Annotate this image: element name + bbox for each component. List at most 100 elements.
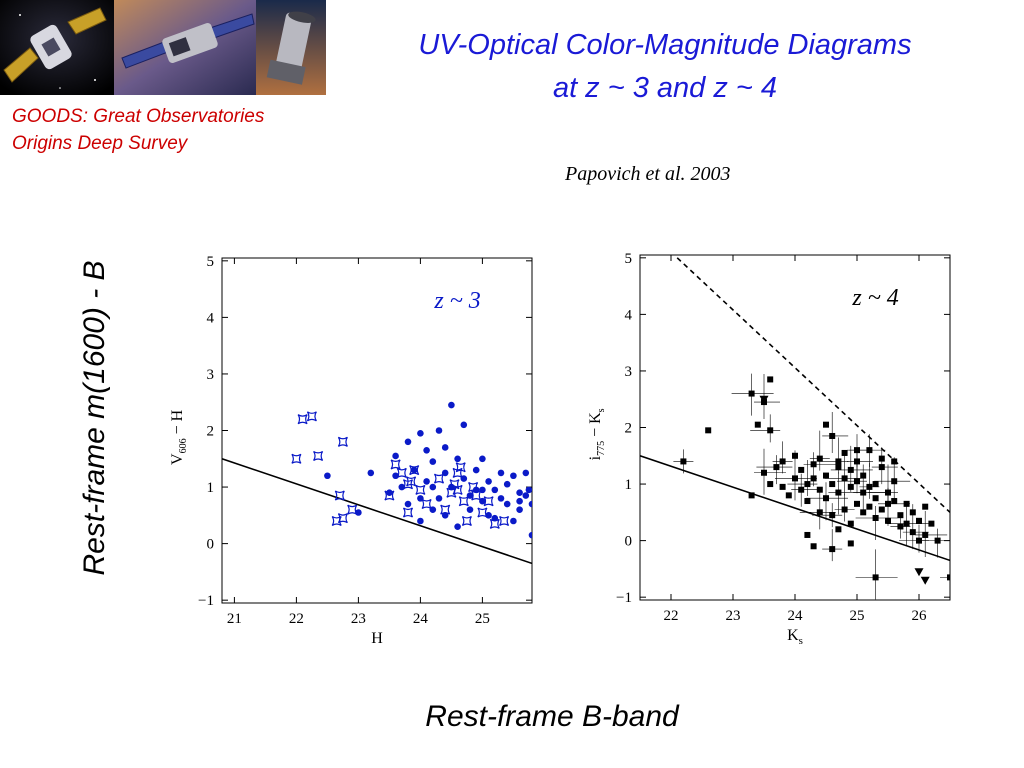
z4-y-tick-label: 0 — [625, 534, 633, 550]
z3-point-star — [409, 465, 420, 476]
z3-point-circle — [491, 486, 499, 494]
z3-y-axis-label-sub: 606 — [178, 438, 189, 453]
z3-point-star — [337, 436, 348, 447]
z4-point-square — [810, 475, 817, 482]
z4-point-square — [847, 520, 854, 527]
z4-point-square — [823, 495, 829, 502]
z3-point-star — [402, 479, 414, 490]
z3-point-star — [396, 467, 407, 478]
z4-point-upper-limit — [920, 576, 930, 585]
z4-y-tick-label: 4 — [625, 307, 633, 323]
z3-point-circle — [510, 517, 517, 525]
z4-point-square — [748, 390, 755, 397]
z4-point-square — [792, 475, 798, 482]
z4-y-tick-label: 3 — [625, 364, 633, 380]
z3-x-tick-label: 25 — [475, 611, 490, 627]
z4-y-axis-label-tail-sub: s — [596, 408, 607, 412]
z4-y-tick-label: 1 — [625, 477, 633, 493]
z4-point-square — [773, 464, 780, 471]
z4-point-square — [823, 421, 829, 428]
z4-point-square — [909, 529, 916, 536]
z4-y-axis-label-tail: − K — [587, 412, 604, 441]
z4-x-tick-label: 23 — [726, 608, 741, 624]
z4-point-square — [829, 481, 836, 488]
z4-point-square — [878, 455, 885, 462]
z3-point-circle — [410, 466, 418, 474]
z3-axes-frame — [221, 257, 533, 604]
z3-y-tick-label: 1 — [207, 480, 215, 496]
z4-point-square — [854, 500, 860, 507]
z4-x-axis-label-sub: s — [799, 635, 803, 647]
z4-y-tick-label: −1 — [616, 590, 632, 606]
z3-point-circle — [423, 446, 430, 454]
z4-point-square — [705, 427, 712, 434]
z4-point-square — [860, 472, 867, 479]
z4-point-square — [754, 421, 761, 428]
z3-x-tick-label: 22 — [289, 611, 304, 627]
goods-caption: GOODS: Great Observatories Origins Deep … — [12, 103, 332, 157]
z3-point-circle — [435, 427, 443, 434]
z4-point-square — [872, 481, 879, 488]
z3-point-circle — [441, 512, 449, 519]
z4-y-axis-label-sub: 775 — [596, 441, 607, 456]
z4-point-square — [878, 506, 885, 513]
z4-y-axis-label: i775 − Ks — [587, 408, 607, 460]
z3-y-tick-label: 2 — [207, 424, 215, 440]
z3-point-circle — [479, 455, 486, 463]
z3-y-tick-label: 4 — [207, 310, 215, 326]
z3-point-circle — [404, 500, 412, 508]
z4-point-square — [767, 481, 774, 488]
z4-point-square — [680, 458, 687, 465]
z4-point-square — [841, 475, 848, 482]
z4-point-square — [816, 486, 823, 493]
z4-color-cut-line — [640, 455, 950, 562]
slide-title-line2: at z ~ 3 and z ~ 4 — [552, 72, 778, 104]
z3-point-star — [446, 487, 457, 498]
z4-point-square — [947, 574, 950, 581]
spitzer-panel — [256, 0, 326, 95]
z3-data-layer — [222, 401, 532, 565]
chandra-satellite-icon — [0, 0, 114, 95]
z4-point-square — [816, 509, 823, 516]
z3-point-circle — [417, 430, 424, 437]
z4-point-square — [804, 531, 811, 538]
z3-point-star — [499, 515, 510, 527]
z4-point-upper-limit — [759, 395, 769, 404]
z3-point-star — [421, 499, 432, 510]
z4-y-tick-label: 2 — [625, 421, 633, 437]
z3-point-star — [384, 490, 395, 501]
z3-point-star — [433, 473, 445, 484]
z3-point-star — [483, 496, 494, 507]
xmm-satellite-icon — [114, 0, 256, 95]
z3-point-star — [489, 518, 500, 529]
z3-point-star — [347, 504, 358, 515]
z3-point-star — [331, 515, 342, 527]
z4-point-square — [866, 483, 873, 490]
z3-point-star — [297, 414, 308, 425]
goods-caption-line1: GOODS: Great Observatories — [12, 106, 265, 127]
z3-point-star — [291, 453, 302, 464]
z4-point-square — [922, 531, 929, 538]
z4-point-square — [854, 478, 860, 485]
z4-point-square — [847, 466, 854, 473]
z4-point-square — [841, 506, 848, 513]
z4-point-square — [823, 472, 829, 479]
z4-point-square — [922, 503, 929, 510]
z3-point-circle — [441, 444, 449, 451]
z4-point-square — [860, 489, 867, 496]
z4-point-square — [798, 466, 805, 473]
z3-point-star — [440, 504, 451, 515]
z4-x-axis-label: Ks — [787, 627, 803, 647]
z4-detection-limit-line — [676, 257, 950, 513]
z3-point-star — [415, 484, 426, 495]
z4-point-square — [829, 512, 836, 519]
z3-point-circle — [460, 421, 468, 429]
z3-point-circle — [417, 517, 424, 525]
z4-point-square — [872, 574, 879, 581]
z4-x-tick-label: 22 — [664, 608, 679, 624]
z3-point-circle — [525, 486, 532, 494]
outer-y-axis-label: Rest-frame m(1600) - B — [78, 260, 111, 576]
z4-y-tick-label: 5 — [625, 251, 633, 267]
z3-point-circle — [454, 523, 461, 530]
